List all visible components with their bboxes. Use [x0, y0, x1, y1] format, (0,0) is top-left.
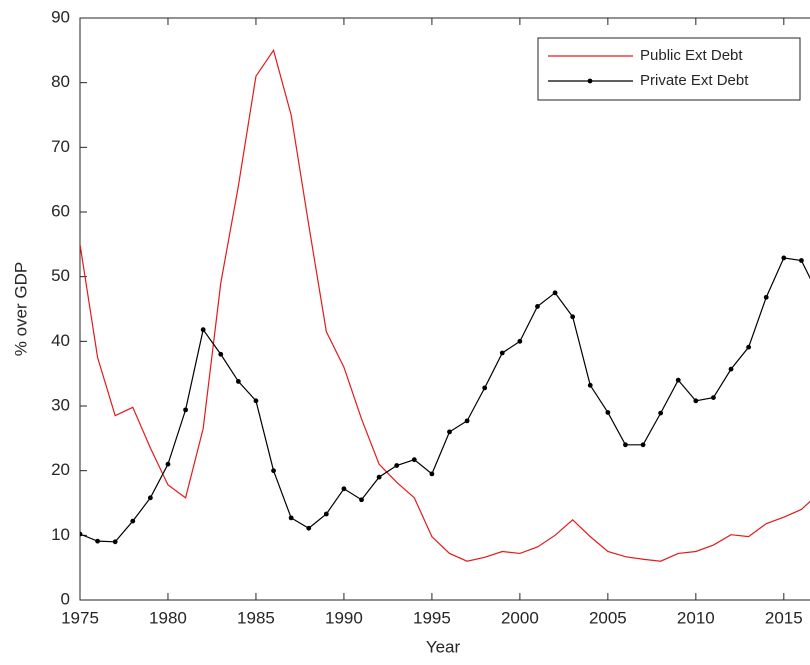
point — [288, 515, 294, 521]
point — [640, 442, 646, 448]
point — [95, 538, 100, 544]
point — [253, 398, 259, 404]
plot-area — [80, 48, 810, 562]
y-tick-label: 50 — [51, 266, 70, 285]
point — [517, 338, 523, 344]
point — [183, 407, 188, 413]
point — [447, 429, 452, 435]
y-tick-label: 30 — [51, 395, 70, 414]
point — [763, 294, 769, 300]
y-tick-label: 90 — [51, 7, 70, 26]
series-line — [80, 257, 810, 543]
point — [130, 518, 136, 524]
x-tick-label: 1975 — [61, 608, 99, 627]
point — [499, 350, 505, 356]
point — [587, 382, 593, 388]
y-tick-label: 70 — [51, 137, 70, 156]
point — [165, 461, 171, 467]
legend-box — [537, 37, 801, 101]
point — [429, 471, 435, 477]
y-tick-label: 40 — [51, 331, 70, 350]
legend-label: Public Ext Debt — [640, 47, 743, 64]
x-tick-label: 1990 — [325, 608, 363, 627]
y-tick-label: 80 — [51, 72, 70, 91]
y-axis-label: % over GDP — [11, 262, 30, 356]
point — [570, 314, 576, 320]
axes-frame — [79, 17, 810, 601]
legend-label: Private Ext Debt — [640, 72, 749, 89]
point — [746, 344, 752, 350]
point — [235, 379, 241, 384]
point — [147, 495, 153, 501]
point — [218, 351, 224, 357]
x-axis-label: Year — [426, 637, 461, 656]
x-tick-label: 1985 — [237, 608, 275, 627]
point — [411, 457, 417, 463]
point — [605, 410, 611, 415]
point — [376, 474, 382, 480]
point — [394, 463, 400, 468]
point — [781, 255, 787, 261]
x-tick-label: 2005 — [589, 608, 627, 627]
x-tick-label: 1995 — [413, 608, 451, 627]
point — [535, 304, 540, 309]
x-tick-label: 2010 — [677, 608, 715, 627]
point — [623, 442, 628, 448]
y-tick-label: 20 — [51, 460, 70, 479]
point — [552, 290, 558, 296]
point — [112, 539, 118, 545]
point — [799, 258, 804, 263]
point — [359, 497, 364, 503]
point — [80, 531, 83, 537]
point — [306, 525, 312, 531]
point — [675, 377, 681, 383]
point — [323, 511, 329, 517]
legend-marker — [587, 78, 593, 84]
point — [728, 366, 734, 372]
x-tick-label: 1980 — [149, 608, 187, 627]
point — [464, 418, 470, 424]
point — [341, 486, 347, 492]
y-tick-label: 10 — [51, 525, 70, 544]
x-tick-label: 2000 — [501, 608, 539, 627]
point — [658, 410, 664, 416]
point — [482, 385, 488, 391]
x-tick-label: 2015 — [765, 608, 803, 627]
y-tick-label: 0 — [61, 589, 70, 608]
point — [693, 398, 699, 404]
y-tick-label: 60 — [51, 201, 70, 220]
point — [711, 395, 716, 400]
series-line — [80, 48, 810, 562]
point — [271, 468, 276, 474]
point — [200, 327, 206, 333]
